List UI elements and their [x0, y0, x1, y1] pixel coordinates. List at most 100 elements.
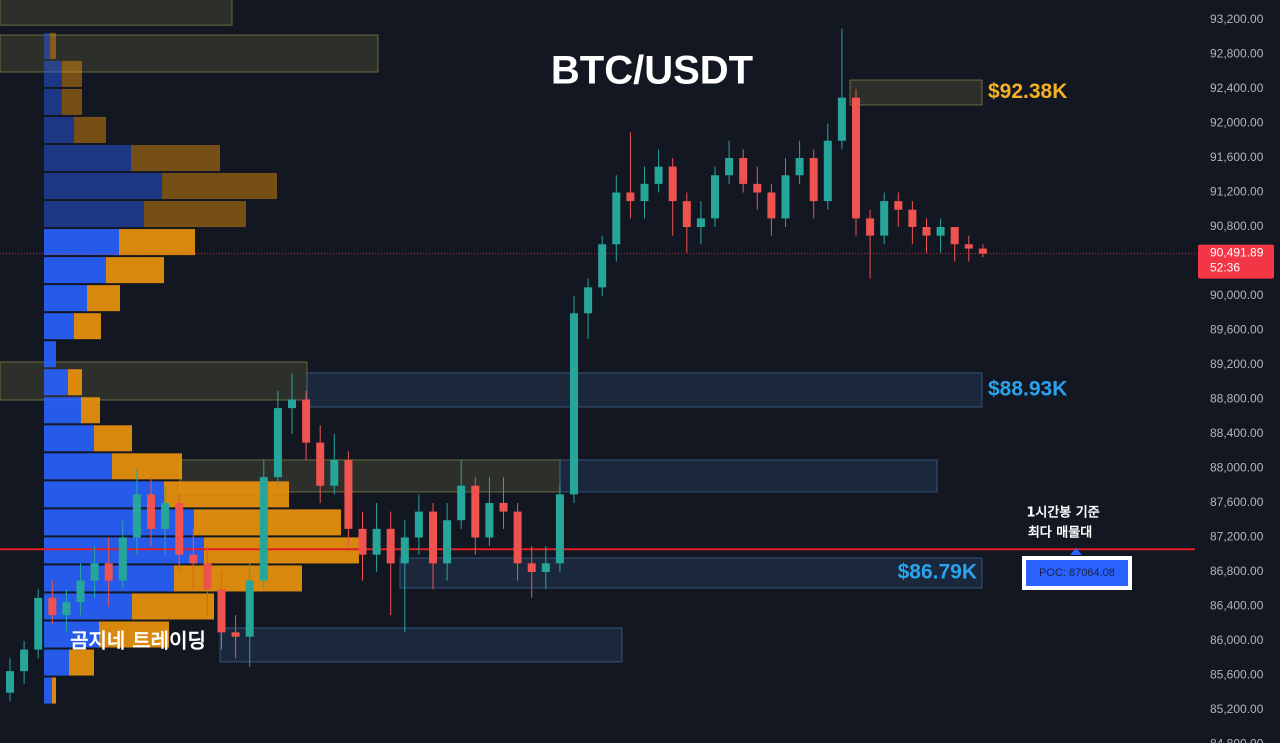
candle-body	[654, 166, 663, 184]
profile-down	[69, 649, 94, 676]
y-tick-label: 92,000.00	[1210, 116, 1264, 130]
profile-down	[81, 397, 100, 424]
zone	[849, 79, 983, 106]
candles	[6, 28, 987, 702]
candle-body	[696, 218, 705, 227]
candle-body	[6, 671, 14, 693]
profile-down	[87, 285, 120, 312]
candle-body	[203, 563, 212, 590]
candle-body	[400, 537, 409, 564]
candle-body	[231, 632, 240, 637]
zone-label: $86.79K	[898, 561, 977, 584]
candle-body	[189, 554, 198, 564]
y-tick-label: 85,600.00	[1210, 668, 1264, 682]
candle-body	[852, 97, 860, 219]
profile-up	[44, 621, 99, 648]
candle-body	[682, 201, 691, 227]
y-tick-label: 89,200.00	[1210, 357, 1264, 371]
profile-down	[52, 677, 56, 704]
watermark: 곰지네 트레이딩	[70, 629, 206, 653]
y-tick-label: 91,600.00	[1210, 150, 1264, 164]
candle-body	[118, 537, 127, 581]
candle-body	[161, 502, 170, 529]
candle-body	[711, 175, 719, 219]
candle-body	[781, 175, 790, 219]
chart-title: BTC/USDT	[551, 49, 753, 93]
y-tick-label: 86,400.00	[1210, 599, 1264, 613]
profile-up	[44, 201, 144, 228]
candle-body	[626, 192, 635, 202]
candle-body	[48, 597, 57, 616]
candle-body	[245, 580, 254, 637]
poc-badge	[1026, 560, 1128, 586]
zone-label: $88.93K	[988, 378, 1067, 401]
profile-down	[132, 593, 214, 620]
profile-down	[204, 537, 359, 564]
profile-up	[44, 677, 52, 704]
candle-body	[795, 158, 804, 176]
profile-up	[44, 453, 112, 480]
profile-down	[74, 313, 101, 340]
profile-up	[44, 313, 74, 340]
candle-body	[739, 158, 748, 184]
zone	[399, 557, 983, 589]
y-tick-label: 86,000.00	[1210, 633, 1264, 647]
last-price-label: 90,491.89	[1210, 246, 1264, 260]
candle-body	[823, 140, 832, 202]
profile-down	[62, 88, 82, 115]
candle-body	[837, 97, 846, 141]
profile-down	[174, 565, 302, 592]
candle-body	[598, 244, 607, 288]
y-tick-label: 87,200.00	[1210, 530, 1264, 544]
candle-body	[809, 158, 818, 202]
candle-body	[612, 192, 621, 245]
zone	[559, 459, 938, 493]
y-tick-label: 86,800.00	[1210, 564, 1264, 578]
candle-body	[485, 502, 494, 538]
profile-up	[44, 32, 50, 59]
candle-body	[273, 408, 282, 478]
price-axis: 84,800.00 85,200.00 85,600.00 86,000.00 86,4…	[1198, 12, 1274, 743]
candle-body	[541, 563, 550, 572]
candle-body	[132, 494, 141, 538]
y-tick-label: 88,800.00	[1210, 392, 1264, 406]
candle-body	[62, 602, 71, 616]
y-tick-label: 89,600.00	[1210, 323, 1264, 337]
y-tick-label: 88,400.00	[1210, 426, 1264, 440]
poc-note: 최다 매물대	[1028, 525, 1092, 541]
zone	[306, 372, 983, 408]
y-tick-label: 87,600.00	[1210, 495, 1264, 509]
profile-up	[44, 397, 81, 424]
candle-body	[414, 511, 423, 538]
candle-body	[217, 589, 226, 633]
candle-body	[288, 399, 296, 409]
candle-body	[570, 313, 578, 495]
candle-body	[147, 494, 155, 529]
profile-up	[44, 144, 131, 172]
y-tick-label: 92,800.00	[1210, 47, 1264, 61]
candle-body	[894, 201, 903, 210]
profile-up	[44, 116, 74, 143]
poc-label: POC: 87064.08	[1039, 567, 1115, 579]
candle-body	[443, 520, 452, 564]
y-tick-label: 91,200.00	[1210, 185, 1264, 199]
y-tick-label: 85,200.00	[1210, 702, 1264, 716]
candle-body	[584, 287, 593, 314]
profile-down	[106, 257, 164, 284]
profile-up	[44, 509, 194, 536]
zone	[0, 0, 233, 26]
profile-down	[68, 369, 82, 396]
candle-body	[950, 226, 959, 245]
candle-body	[386, 528, 395, 564]
countdown: 52:36	[1210, 261, 1240, 275]
candle-body	[513, 511, 522, 564]
profile-up	[44, 425, 94, 452]
candle-body	[866, 218, 875, 236]
profile-up	[44, 173, 162, 200]
candle-body	[922, 226, 931, 236]
y-tick-label: 90,000.00	[1210, 288, 1264, 302]
candle-body	[330, 459, 339, 486]
annotations: BTC/USDT 곰지네 트레이딩 1시간봉 기준 최다 매물대 POC: 87…	[70, 49, 1132, 653]
profile-down	[50, 32, 56, 59]
